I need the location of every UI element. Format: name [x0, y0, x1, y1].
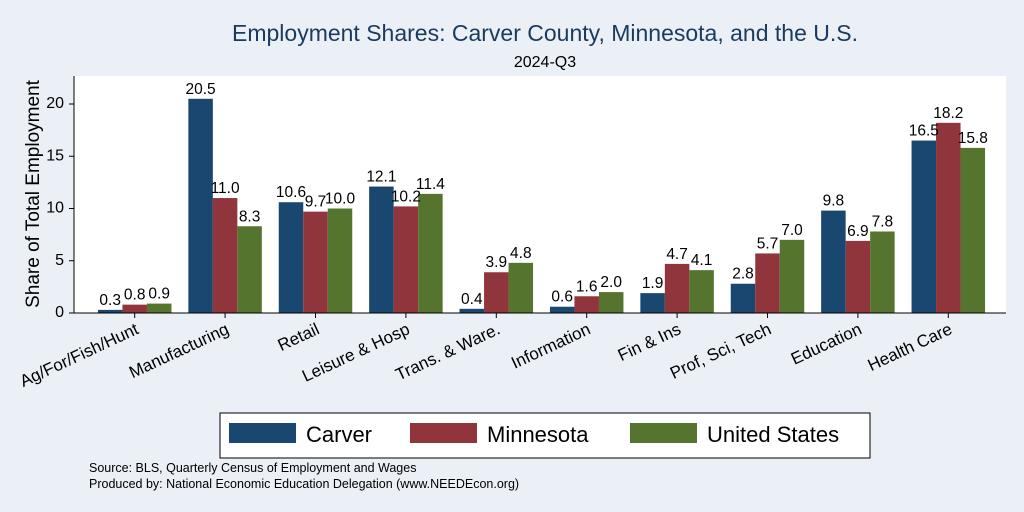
value-label-0-0: 0.3 — [99, 292, 121, 309]
legend-label-1: Minnesota — [487, 422, 589, 447]
legend-swatch-1 — [410, 423, 477, 443]
value-label-2-1: 8.3 — [239, 208, 261, 225]
y-axis-label: Share of Total Employment — [23, 79, 44, 307]
bar-2-5 — [598, 292, 624, 313]
x-tick-label-5: Information — [508, 319, 593, 372]
x-tick-label-7: Prof, Sci, Tech — [667, 319, 774, 382]
bar-0-3 — [369, 186, 394, 313]
x-tick-label-6: Fin & Ins — [615, 319, 684, 365]
bar-0-8 — [821, 210, 846, 313]
value-label-2-5: 2.0 — [600, 274, 622, 291]
bar-1-1 — [212, 198, 238, 313]
value-label-0-4: 0.4 — [461, 291, 483, 308]
y-tick-label-3: 15 — [46, 147, 64, 164]
bar-0-1 — [188, 98, 213, 314]
value-label-2-4: 4.8 — [510, 245, 532, 262]
value-label-0-8: 9.8 — [823, 193, 845, 210]
bar-2-9 — [960, 147, 986, 313]
x-tick-label-1: Manufacturing — [126, 319, 232, 382]
bar-1-3 — [393, 206, 419, 313]
legend: Carver Minnesota United States — [219, 412, 871, 459]
bar-2-2 — [327, 208, 353, 313]
source-note: Source: BLS, Quarterly Census of Employm… — [89, 461, 416, 475]
x-tick-label-9: Health Care — [865, 319, 955, 375]
value-label-2-3: 11.4 — [416, 176, 445, 193]
value-label-1-0: 0.8 — [124, 287, 146, 304]
legend-label-0: Carver — [306, 422, 372, 447]
value-label-1-9: 18.2 — [933, 105, 963, 122]
x-tick-label-2: Retail — [275, 319, 322, 355]
value-label-2-0: 0.9 — [148, 286, 170, 303]
legend-swatch-2 — [630, 423, 697, 443]
y-tick-label-0: 0 — [55, 304, 64, 321]
bar-1-4 — [484, 272, 509, 313]
legend-box — [219, 412, 871, 459]
value-label-1-4: 3.9 — [486, 254, 508, 271]
chart-subtitle: 2024-Q3 — [514, 54, 576, 71]
value-label-1-3: 10.2 — [391, 188, 421, 205]
value-label-1-8: 6.9 — [847, 223, 869, 240]
value-label-1-2: 9.7 — [305, 194, 327, 211]
value-label-0-7: 2.8 — [732, 266, 754, 283]
bar-2-6 — [689, 270, 714, 313]
bar-2-0 — [146, 303, 172, 313]
x-tick-label-8: Education — [788, 319, 865, 368]
y-tick-label-1: 5 — [55, 252, 64, 269]
bar-0-9 — [911, 140, 937, 313]
bar-0-6 — [640, 293, 665, 313]
legend-label-2: United States — [707, 422, 839, 447]
value-label-0-2: 10.6 — [276, 184, 306, 201]
y-axis: 0 5 10 15 20 — [46, 76, 75, 321]
bar-2-1 — [237, 226, 262, 313]
value-label-1-1: 11.0 — [211, 180, 240, 197]
value-label-1-7: 5.7 — [757, 235, 779, 252]
bar-2-7 — [779, 239, 805, 313]
bar-1-5 — [574, 296, 599, 313]
value-label-1-5: 1.6 — [576, 278, 598, 295]
bar-0-4 — [459, 308, 485, 313]
value-label-2-7: 7.0 — [781, 222, 803, 239]
x-tick-label-0: Ag/For/Fish/Hunt — [17, 319, 142, 391]
bar-1-6 — [664, 263, 690, 313]
y-tick-label-2: 10 — [46, 200, 64, 217]
bar-2-4 — [508, 262, 534, 313]
bar-2-3 — [418, 193, 443, 313]
value-label-2-8: 7.8 — [872, 213, 894, 230]
bars-group — [97, 98, 986, 314]
value-label-2-2: 10.0 — [325, 191, 356, 208]
legend-swatch-0 — [229, 423, 296, 443]
chart-title: Employment Shares: Carver County, Minnes… — [232, 20, 858, 46]
bar-1-7 — [755, 253, 780, 313]
bar-1-2 — [303, 211, 328, 313]
bar-1-0 — [122, 304, 147, 313]
value-label-0-5: 0.6 — [551, 289, 573, 306]
value-label-2-9: 15.8 — [958, 130, 988, 147]
bar-0-7 — [730, 283, 756, 313]
value-label-0-6: 1.9 — [642, 275, 664, 292]
bar-1-9 — [936, 122, 961, 313]
value-label-2-6: 4.1 — [691, 252, 713, 269]
bar-0-2 — [278, 202, 304, 313]
bar-0-0 — [97, 309, 123, 313]
y-tick-label-4: 20 — [46, 95, 64, 112]
value-label-0-3: 12.1 — [366, 169, 396, 186]
value-label-0-9: 16.5 — [909, 123, 939, 140]
bar-2-8 — [870, 231, 895, 313]
bar-1-8 — [845, 240, 871, 313]
produced-note: Produced by: National Economic Education… — [89, 477, 519, 491]
value-label-1-6: 4.7 — [666, 246, 688, 263]
bar-0-5 — [549, 306, 575, 313]
value-labels-group: 0.3 0.8 0.920.511.08.310.69.710.012.110.21… — [99, 81, 987, 309]
value-label-0-1: 20.5 — [186, 81, 216, 98]
